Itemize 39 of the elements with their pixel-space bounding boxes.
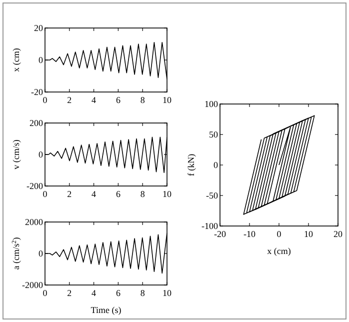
x-tick-label: 0 (276, 229, 282, 239)
y-axis-title: x (cm) (11, 48, 21, 72)
x-axis-title: x (cm) (267, 246, 291, 256)
x-tick-label: 8 (140, 95, 146, 105)
x-tick-label: 4 (92, 95, 97, 105)
x-tick-label: 6 (116, 95, 121, 105)
y-tick-label: 100 (204, 99, 218, 109)
y-axis-title: f (kN) (186, 154, 196, 176)
y-axis-title: v (cm/s) (11, 140, 21, 170)
x-tick-label: 2 (67, 189, 72, 199)
x-tick-label: 6 (116, 189, 121, 199)
y-tick-label: -200 (26, 181, 44, 191)
x-tick-label: 6 (116, 288, 121, 298)
y-tick-label: -100 (202, 221, 218, 231)
x-tick-label: 10 (162, 189, 172, 199)
x-tick-label: -10 (244, 229, 256, 239)
y-tick-label: -2000 (22, 280, 44, 290)
y-tick-label: 0 (38, 248, 44, 258)
x-tick-label: 4 (92, 288, 97, 298)
y-tick-label: 200 (30, 118, 44, 128)
x-tick-label: 8 (140, 189, 146, 199)
x-tick-label: 2 (67, 288, 72, 298)
x-tick-label: 2 (67, 95, 72, 105)
y-tick-label: -50 (206, 190, 218, 200)
y-tick-label: -20 (31, 87, 44, 97)
y-tick-label: 20 (34, 23, 44, 33)
x-tick-label: 4 (92, 189, 97, 199)
x-tick-label: 10 (162, 95, 172, 105)
y-tick-label: 0 (38, 150, 44, 160)
y-tick-label: 0 (38, 55, 44, 65)
y-tick-label: 50 (209, 130, 218, 140)
y-tick-label: 2000 (25, 217, 44, 227)
x-axis-title: Time (s) (90, 305, 122, 315)
y-tick-label: 0 (214, 160, 218, 170)
x-tick-label: 8 (140, 288, 146, 298)
x-tick-label: 10 (304, 229, 314, 239)
x-tick-label: 10 (162, 288, 172, 298)
line-series (243, 115, 315, 215)
x-tick-label: 20 (334, 229, 343, 239)
